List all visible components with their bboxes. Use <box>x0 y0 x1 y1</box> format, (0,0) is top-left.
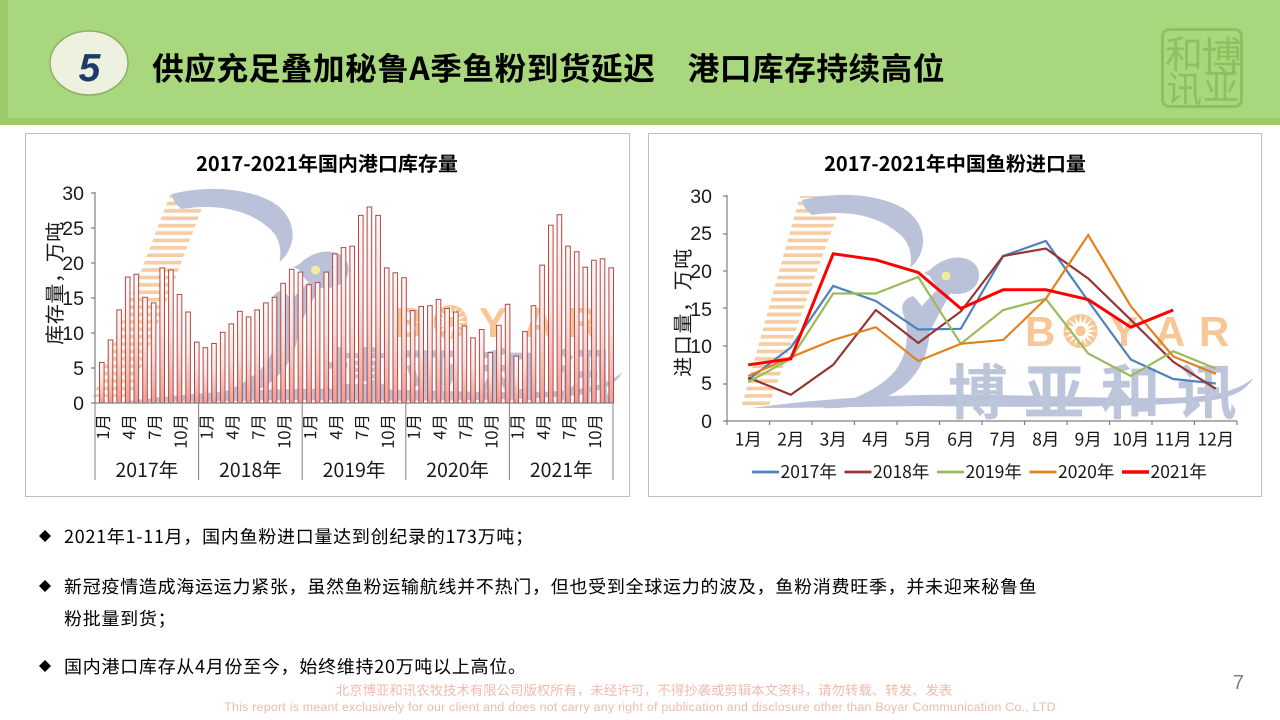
svg-text:10: 10 <box>690 336 712 358</box>
svg-text:25: 25 <box>690 223 712 245</box>
svg-text:This report is meant exclusive: This report is meant exclusively for our… <box>224 700 1056 714</box>
svg-text:7: 7 <box>1233 672 1244 694</box>
svg-text:0: 0 <box>701 411 712 433</box>
svg-text:15: 15 <box>690 299 712 321</box>
svg-text:5: 5 <box>701 373 712 395</box>
svg-text:15: 15 <box>62 288 84 310</box>
svg-text:5: 5 <box>79 47 102 90</box>
svg-text:0: 0 <box>73 393 84 415</box>
svg-text:30: 30 <box>62 183 84 205</box>
svg-text:20: 20 <box>62 253 84 275</box>
svg-text:20: 20 <box>690 261 712 283</box>
svg-text:5: 5 <box>73 358 84 380</box>
svg-text:30: 30 <box>690 186 712 208</box>
svg-text:10: 10 <box>62 323 84 345</box>
svg-text:25: 25 <box>62 218 84 240</box>
